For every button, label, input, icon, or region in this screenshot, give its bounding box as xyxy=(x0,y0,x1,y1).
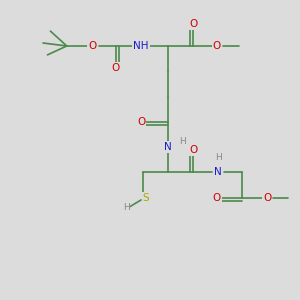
Text: H: H xyxy=(123,203,130,212)
Text: O: O xyxy=(213,41,221,51)
Text: O: O xyxy=(112,63,120,73)
Text: H: H xyxy=(215,153,222,162)
Text: H: H xyxy=(179,136,185,146)
Text: NH: NH xyxy=(133,41,149,51)
Text: N: N xyxy=(164,142,172,152)
Text: O: O xyxy=(213,193,221,202)
Text: O: O xyxy=(137,117,145,127)
Text: O: O xyxy=(88,41,96,51)
Text: N: N xyxy=(214,167,222,177)
Text: S: S xyxy=(143,193,149,202)
Text: O: O xyxy=(189,19,197,29)
Text: O: O xyxy=(189,145,197,155)
Text: O: O xyxy=(263,193,272,202)
